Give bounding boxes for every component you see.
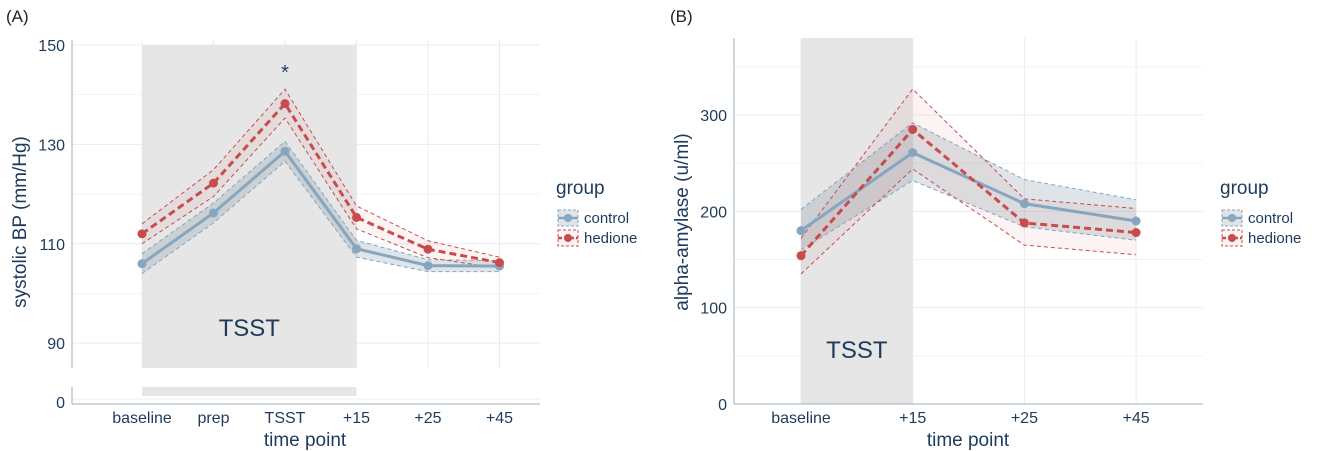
panel-b-control-point: [1019, 199, 1029, 209]
panel-b-control-point: [908, 148, 918, 158]
panel-a-hedione-point: [280, 99, 290, 109]
panel-a-hedione-point: [137, 229, 147, 239]
panel-a-series: [137, 88, 504, 274]
panel-a-control-ribbon-upper: [141, 140, 500, 262]
panel-a-control-ribbon: [142, 141, 500, 274]
panel-b-y-tick-label: 200: [700, 204, 727, 221]
panel-b-control-ribbon-lower: [800, 179, 1137, 251]
panel-a-y-axis-title: systolic BP (mm/Hg): [10, 136, 31, 308]
panel-a-x-tick-label: TSST: [265, 410, 306, 427]
panel-a-x-axis-title: time point: [264, 430, 347, 451]
panel-b-control-ribbon: [801, 122, 1137, 250]
panel-a-control-ribbon-lower: [141, 160, 500, 274]
panel-b-x-tick-label: +25: [1011, 410, 1038, 427]
panel-a-control-point: [423, 261, 433, 271]
panel-b-control-ribbon-upper: [800, 122, 1137, 210]
panel-b-tsst-label: TSST: [826, 337, 888, 364]
panel-a-y-tick-zero: 0: [56, 395, 65, 412]
panel-b-control-point: [796, 226, 806, 236]
panel-b-control-point: [1131, 216, 1141, 226]
panel-b-y-tick-label: 0: [718, 397, 727, 414]
legend-label-control: control: [1248, 210, 1293, 227]
panel-a-y-tick-label: 150: [38, 38, 65, 55]
panel-b-y-tick-label: 300: [700, 108, 727, 125]
panel-a-x-ticks: baseline prep TSST +15 +25 +45: [112, 410, 513, 427]
panel-a-tsst-shade-lower: [142, 387, 357, 396]
panel-a-tsst-shade: [142, 44, 357, 368]
panel-a-y-tick-label: 130: [38, 137, 65, 154]
legend-entry-control: control: [557, 209, 629, 227]
panel-b-y-tick-label: 100: [700, 301, 727, 318]
panel-b-y-ticks: 0 100 200 300: [700, 108, 727, 414]
panel-b-x-axis-title: time point: [927, 430, 1010, 451]
panel-b-x-ticks: baseline +15 +25 +45: [771, 410, 1150, 427]
panel-b: (B) TSST 0 100 200 300 baseline +15 +25 +45 ti…: [670, 7, 1301, 451]
panel-a-control-point: [137, 259, 147, 269]
legend-key-point: [564, 214, 572, 222]
panel-b-hedione-point: [1131, 228, 1141, 238]
panel-a-hedione-line: [141, 101, 500, 265]
panel-b-hedione-ribbon: [801, 89, 1137, 274]
legend-label-hedione: hedione: [1248, 230, 1301, 247]
panel-b-hedione-point: [796, 251, 806, 261]
panel-a-y-ticks: 90 110 130 150: [38, 38, 65, 353]
panel-b-label: (B): [670, 7, 693, 26]
legend-label-control: control: [584, 210, 629, 227]
legend-entry-hedione: hedione: [557, 229, 637, 247]
panel-a-x-tick-label: +15: [343, 410, 370, 427]
panel-a-hedione-ribbon-lower: [141, 117, 500, 269]
legend-key-point: [1228, 234, 1236, 242]
panel-a-y-tick-label: 90: [47, 336, 65, 353]
panel-b-x-tick-label: +45: [1123, 410, 1150, 427]
panel-b-legend-title: group: [1220, 178, 1269, 199]
panel-b-x-tick-label: +15: [899, 410, 926, 427]
panel-b-hedione-point: [908, 125, 918, 134]
legend-label-hedione: hedione: [584, 230, 637, 247]
panel-b-hedione-ribbon-upper: [800, 88, 1137, 239]
panel-a-control-line: [141, 149, 500, 268]
panel-a-control-point: [209, 208, 218, 218]
panel-a-significance-star: *: [281, 62, 289, 84]
panel-a-x-tick-label: baseline: [112, 410, 172, 427]
panel-b-hedione-point: [1019, 218, 1029, 228]
panel-b-series: [796, 88, 1141, 275]
panel-a-hedione-point: [209, 178, 218, 188]
legend-entry-control: control: [1221, 209, 1293, 227]
panel-a-y-tick-label: 110: [39, 237, 65, 254]
panel-a-label: (A): [6, 7, 29, 26]
panel-b-hedione-ribbon-lower: [800, 168, 1137, 275]
panel-a-legend: group control hedione: [556, 178, 637, 247]
panel-b-y-axis-title: alpha-amylase (u/ml): [672, 133, 693, 310]
panel-a: (A) TSST * 90 110 130 150 0 baseline prep TSS…: [6, 7, 637, 451]
panel-b-tsst-shade: [801, 38, 913, 404]
panel-a-hedione-point: [352, 212, 361, 222]
panel-a-legend-title: group: [556, 178, 605, 199]
panel-a-control-point: [280, 146, 290, 156]
panel-a-tsst-label: TSST: [219, 315, 281, 342]
panel-a-x-tick-label: +45: [486, 410, 513, 427]
panel-a-hedione-point: [495, 258, 504, 268]
panel-a-x-tick-label: prep: [197, 410, 229, 427]
legend-entry-hedione: hedione: [1221, 229, 1301, 247]
panel-b-legend: group control hedione: [1220, 178, 1301, 247]
legend-key-point: [564, 234, 572, 242]
panel-a-control-point: [352, 244, 361, 254]
panel-a-hedione-point: [423, 244, 433, 254]
legend-key-point: [1228, 214, 1236, 222]
panel-a-x-tick-label: +25: [414, 410, 441, 427]
panel-b-x-tick-label: baseline: [771, 410, 831, 427]
